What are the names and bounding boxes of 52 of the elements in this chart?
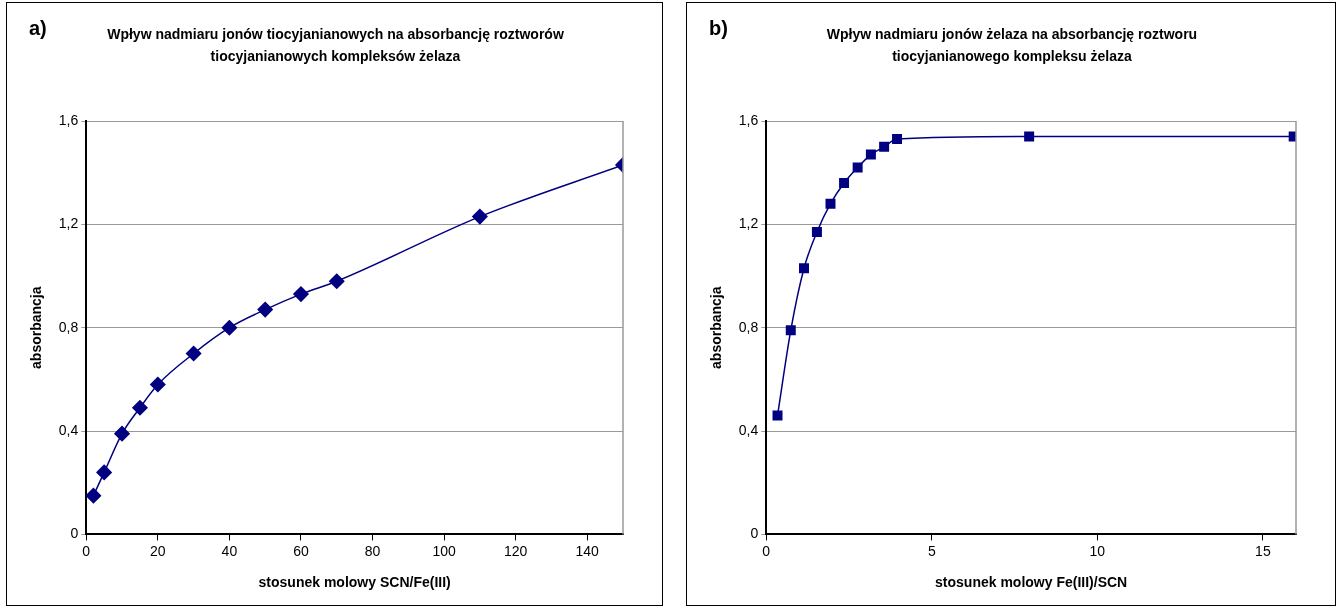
point <box>865 149 876 160</box>
point <box>185 345 202 362</box>
x-tick-label: 10 <box>1089 542 1106 559</box>
point <box>852 162 863 173</box>
x-axis-title: stosunek molowy Fe(III)/SCN <box>935 574 1128 591</box>
x-tick-label: 60 <box>293 542 309 559</box>
point <box>892 134 903 145</box>
y-tick-label: 1,2 <box>58 215 79 232</box>
y-tick-label: 1,6 <box>58 111 79 128</box>
chart-title: Wpływ nadmiaru jonów tiocyjanianowych na absorbancję roztworów tiocyjanianowych kompleksów żelaza <box>106 25 565 66</box>
x-tick-label: 0 <box>82 542 91 559</box>
point <box>96 464 112 481</box>
chart-title: Wpływ nadmiaru jonów żelaza na absorbancję roztworu tiocyjanianowego kompleksu żelaza <box>825 25 1199 66</box>
point <box>114 425 130 442</box>
point <box>1024 131 1035 142</box>
point <box>293 286 309 302</box>
point <box>772 410 783 421</box>
y-tick-label: 0 <box>750 525 759 542</box>
point <box>785 325 796 336</box>
point <box>86 487 102 504</box>
y-tick-label: 0,8 <box>58 318 79 335</box>
y-tick-label: 0,8 <box>738 318 759 335</box>
point <box>839 178 850 188</box>
y-tick-label: 0,4 <box>738 421 759 438</box>
y-axis-title: absorbancja <box>28 286 45 369</box>
point <box>825 198 836 209</box>
text: a) <box>29 17 47 40</box>
x-tick-label: 140 <box>575 542 600 559</box>
x-tick-label: 15 <box>1255 542 1271 559</box>
x-tick-label: 20 <box>150 542 166 559</box>
point <box>472 208 488 225</box>
y-tick-label: 0 <box>70 525 79 542</box>
y-axis-title: absorbancja <box>708 286 725 369</box>
text: b) <box>709 17 728 40</box>
point <box>811 227 822 238</box>
point <box>150 376 166 393</box>
y-tick-label: 1,2 <box>738 215 759 232</box>
point <box>221 319 238 336</box>
y-tick-label: 1,6 <box>738 111 759 128</box>
x-tick-label: 80 <box>364 542 381 559</box>
x-tick-label: 0 <box>762 542 771 559</box>
x-tick-label: 5 <box>927 542 936 559</box>
point <box>799 263 809 274</box>
point <box>879 141 890 152</box>
x-tick-label: 100 <box>432 542 456 559</box>
point <box>328 273 345 289</box>
x-tick-label: 40 <box>221 542 238 559</box>
y-tick-label: 0,4 <box>58 421 79 438</box>
point <box>132 400 148 416</box>
point <box>257 301 273 318</box>
x-axis-title: stosunek molowy SCN/Fe(III) <box>258 574 451 591</box>
x-tick-label: 120 <box>503 542 528 559</box>
